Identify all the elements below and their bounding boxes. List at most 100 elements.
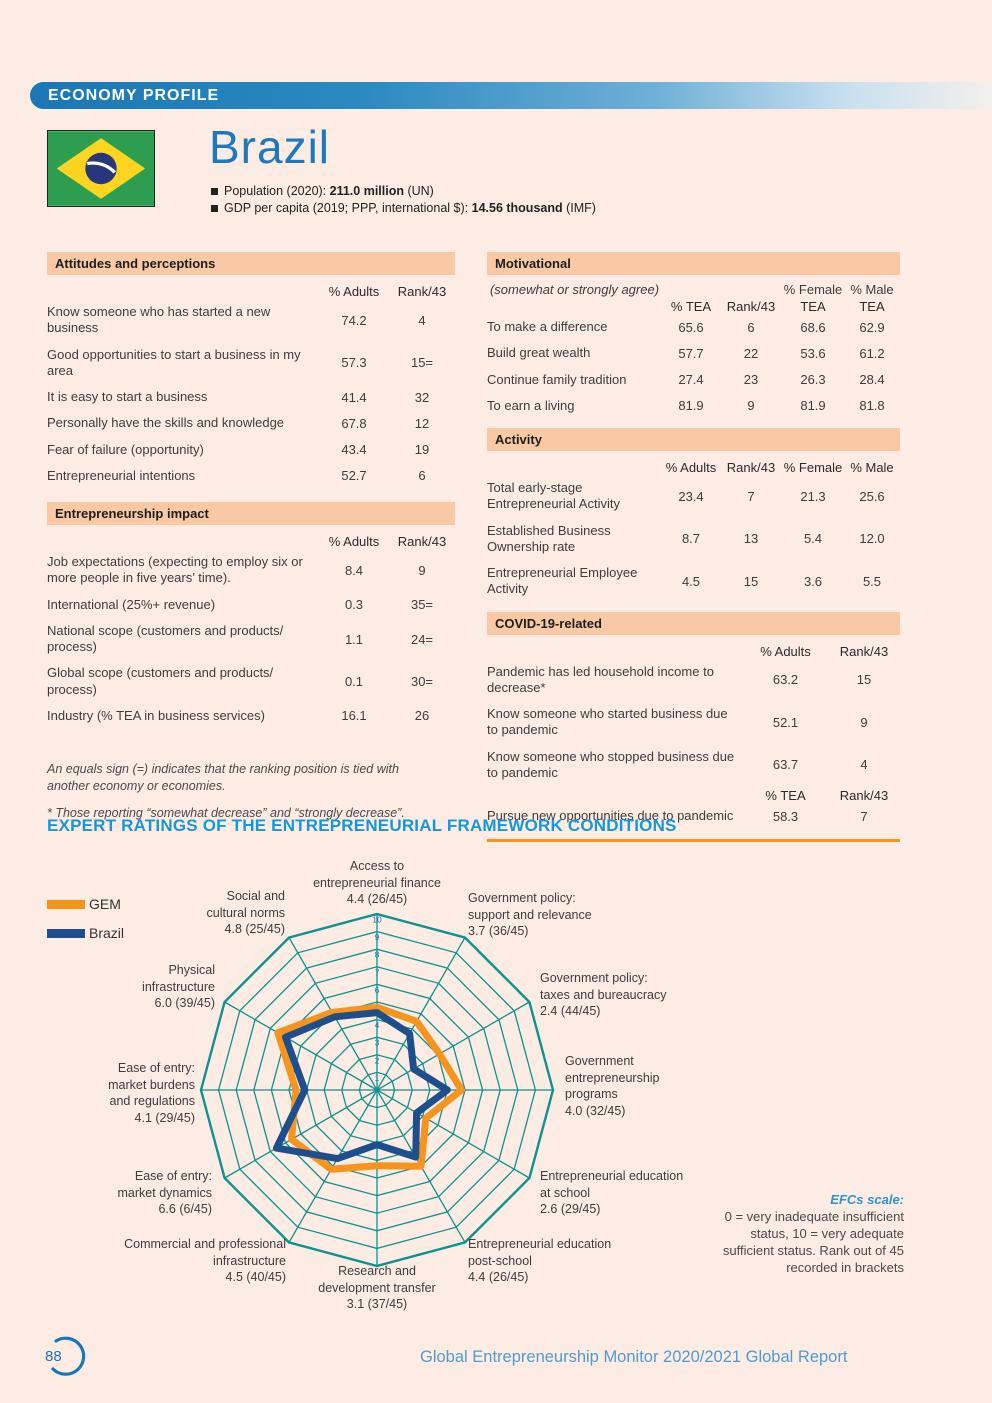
- axis-label-burdens: Ease of entry: market burdens and regula…: [108, 1061, 195, 1125]
- axis-label-rd-transfer: Research and development transfer 3.1 (3…: [318, 1264, 436, 1311]
- axis-label-finance: Access to entrepreneurial finance 4.4 (2…: [313, 859, 441, 906]
- axis-label-gov-support: Government policy: support and relevance…: [468, 891, 592, 938]
- row-value: 81.8: [859, 398, 885, 414]
- row-value: 21.3: [800, 488, 826, 504]
- row-value: 24=: [410, 631, 434, 647]
- svg-text:8: 8: [375, 950, 380, 960]
- row-label: Continue family tradition: [487, 371, 627, 387]
- impact-section-header: Entrepreneurship impact: [47, 502, 455, 525]
- row-label: Know someone who started business due to…: [487, 706, 728, 738]
- row-value: 16.1: [341, 708, 367, 724]
- row-value: 52.7: [341, 468, 367, 484]
- population-source: (UN): [407, 184, 434, 198]
- row-value: 4: [418, 312, 426, 328]
- table-row: International (25%+ revenue) 0.3 35=: [47, 592, 455, 618]
- row-value: 3.6: [803, 573, 823, 589]
- svg-text:3: 3: [375, 1038, 380, 1048]
- population-value: 211.0 million: [329, 184, 404, 198]
- row-value: 4: [860, 757, 868, 773]
- row-value: 57.3: [341, 355, 367, 371]
- axis-label-edu-school: Entrepreneurial education at school 2.6 …: [540, 1169, 684, 1216]
- row-value: 53.6: [800, 345, 826, 361]
- footnote-star: * Those reporting “somewhat decrease” an…: [47, 805, 405, 820]
- economy-profile-banner: ECONOMY PROFILE: [30, 82, 992, 109]
- col-header: TEA: [859, 299, 885, 314]
- row-label: Entrepreneurial Employee Activity: [487, 565, 638, 597]
- table-row: Continue family tradition 27.4 23 26.3 28.4: [487, 367, 900, 393]
- row-label: Know someone who has started a new busin…: [47, 304, 271, 336]
- bullet-square-icon: [211, 188, 218, 195]
- row-value: 15: [743, 573, 759, 589]
- col-header: % Adults: [328, 284, 380, 299]
- table-row: Fear of failure (opportunity) 43.4 19: [47, 437, 455, 463]
- row-value: 62.9: [859, 319, 885, 335]
- row-value: 25.6: [859, 488, 885, 504]
- col-header: % TEA: [765, 788, 806, 803]
- row-value: 43.4: [341, 442, 367, 458]
- row-value: 26: [414, 708, 430, 724]
- col-header: % Male: [850, 282, 894, 297]
- row-value: 30=: [410, 674, 434, 689]
- row-value: 68.6: [800, 319, 826, 335]
- axis-label-gov-taxes: Government policy: taxes and bureaucracy…: [540, 971, 667, 1018]
- row-value: 6: [418, 468, 426, 484]
- row-label: To make a difference: [487, 319, 608, 334]
- chart-legend: GEM Brazil: [47, 896, 124, 954]
- row-value: 0.3: [344, 597, 364, 613]
- row-value: 5.5: [862, 573, 882, 589]
- table-row: Job expectations (expecting to employ si…: [47, 549, 455, 592]
- activity-table-body: Total early-stage Entrepreneurial Activi…: [487, 475, 900, 603]
- col-header: Rank/43: [839, 643, 889, 659]
- table-row: Good opportunities to start a business i…: [47, 342, 455, 385]
- svg-text:10: 10: [372, 915, 382, 925]
- axis-label-commercial: Commercial and professional infrastructu…: [124, 1237, 286, 1284]
- row-value: 63.2: [772, 672, 799, 688]
- row-label: Build great wealth: [487, 345, 591, 361]
- row-value: 8.7: [681, 531, 701, 547]
- col-header: Rank/43: [839, 788, 889, 803]
- motivational-col-headers: % TEA Rank/43 TEA TEA: [487, 299, 900, 314]
- footnote-equals: An equals sign (=) indicates that the ra…: [47, 762, 399, 793]
- motivational-subtitle-row: (somewhat or strongly agree) % Female % …: [487, 282, 900, 297]
- row-value: 5.4: [803, 531, 823, 547]
- motivational-section-header: Motivational: [487, 252, 900, 275]
- row-label: Pursue new opportunities due to pandemic: [487, 808, 734, 823]
- table-row: Know someone who has started a new busin…: [47, 299, 455, 342]
- gdp-source: (IMF): [566, 201, 596, 215]
- row-label: It is easy to start a business: [47, 389, 208, 404]
- axis-label-edu-post: Entrepreneurial education post-school 4.…: [468, 1237, 612, 1284]
- page-number-badge: 88: [42, 1334, 88, 1380]
- row-label: Industry (% TEA in business services): [47, 707, 265, 723]
- bullet-square-icon: [211, 205, 218, 212]
- impact-table-body: Job expectations (expecting to employ si…: [47, 549, 455, 729]
- attitudes-col-headers: % Adults Rank/43: [47, 284, 455, 299]
- gdp-fact: GDP per capita (2019; PPP, international…: [211, 201, 596, 215]
- table-row: Industry (% TEA in business services) 16.…: [47, 703, 455, 729]
- col-header: % Female: [783, 460, 843, 475]
- brazil-flag: [47, 130, 155, 207]
- efcs-scale-title: EFCs scale:: [830, 1192, 904, 1207]
- legend-item-brazil: Brazil: [47, 925, 124, 941]
- row-value: 41.4: [341, 389, 367, 405]
- row-value: 0.1: [344, 674, 364, 689]
- row-value: 9: [860, 714, 868, 730]
- efcs-scale-text: 0 = very inadequate insufficient status,…: [722, 1208, 904, 1275]
- row-value: 6: [747, 319, 755, 335]
- gdp-value: 14.56 thousand: [471, 201, 563, 215]
- table-row: Entrepreneurial Employee Activity 4.5 15 3.…: [487, 560, 900, 603]
- col-header: % Adults: [328, 534, 380, 549]
- row-label: Fear of failure (opportunity): [47, 441, 204, 457]
- row-value: 74.2: [341, 312, 367, 328]
- row-value: 9: [418, 562, 426, 578]
- table-row: Established Business Ownership rate 8.7 13…: [487, 518, 900, 561]
- row-label: To earn a living: [487, 397, 575, 413]
- row-label: Job expectations (expecting to employ si…: [47, 554, 303, 586]
- motivational-subtitle: (somewhat or strongly agree): [489, 282, 660, 297]
- axis-label-physical: Physical infrastructure 6.0 (39/45): [142, 963, 215, 1010]
- row-label: National scope (customers and products/ …: [47, 622, 284, 654]
- row-value: 15=: [410, 355, 434, 371]
- right-column: Motivational (somewhat or strongly agree…: [487, 252, 900, 843]
- row-value: 81.9: [800, 398, 826, 414]
- row-value: 27.4: [678, 372, 704, 388]
- row-value: 13: [743, 531, 759, 547]
